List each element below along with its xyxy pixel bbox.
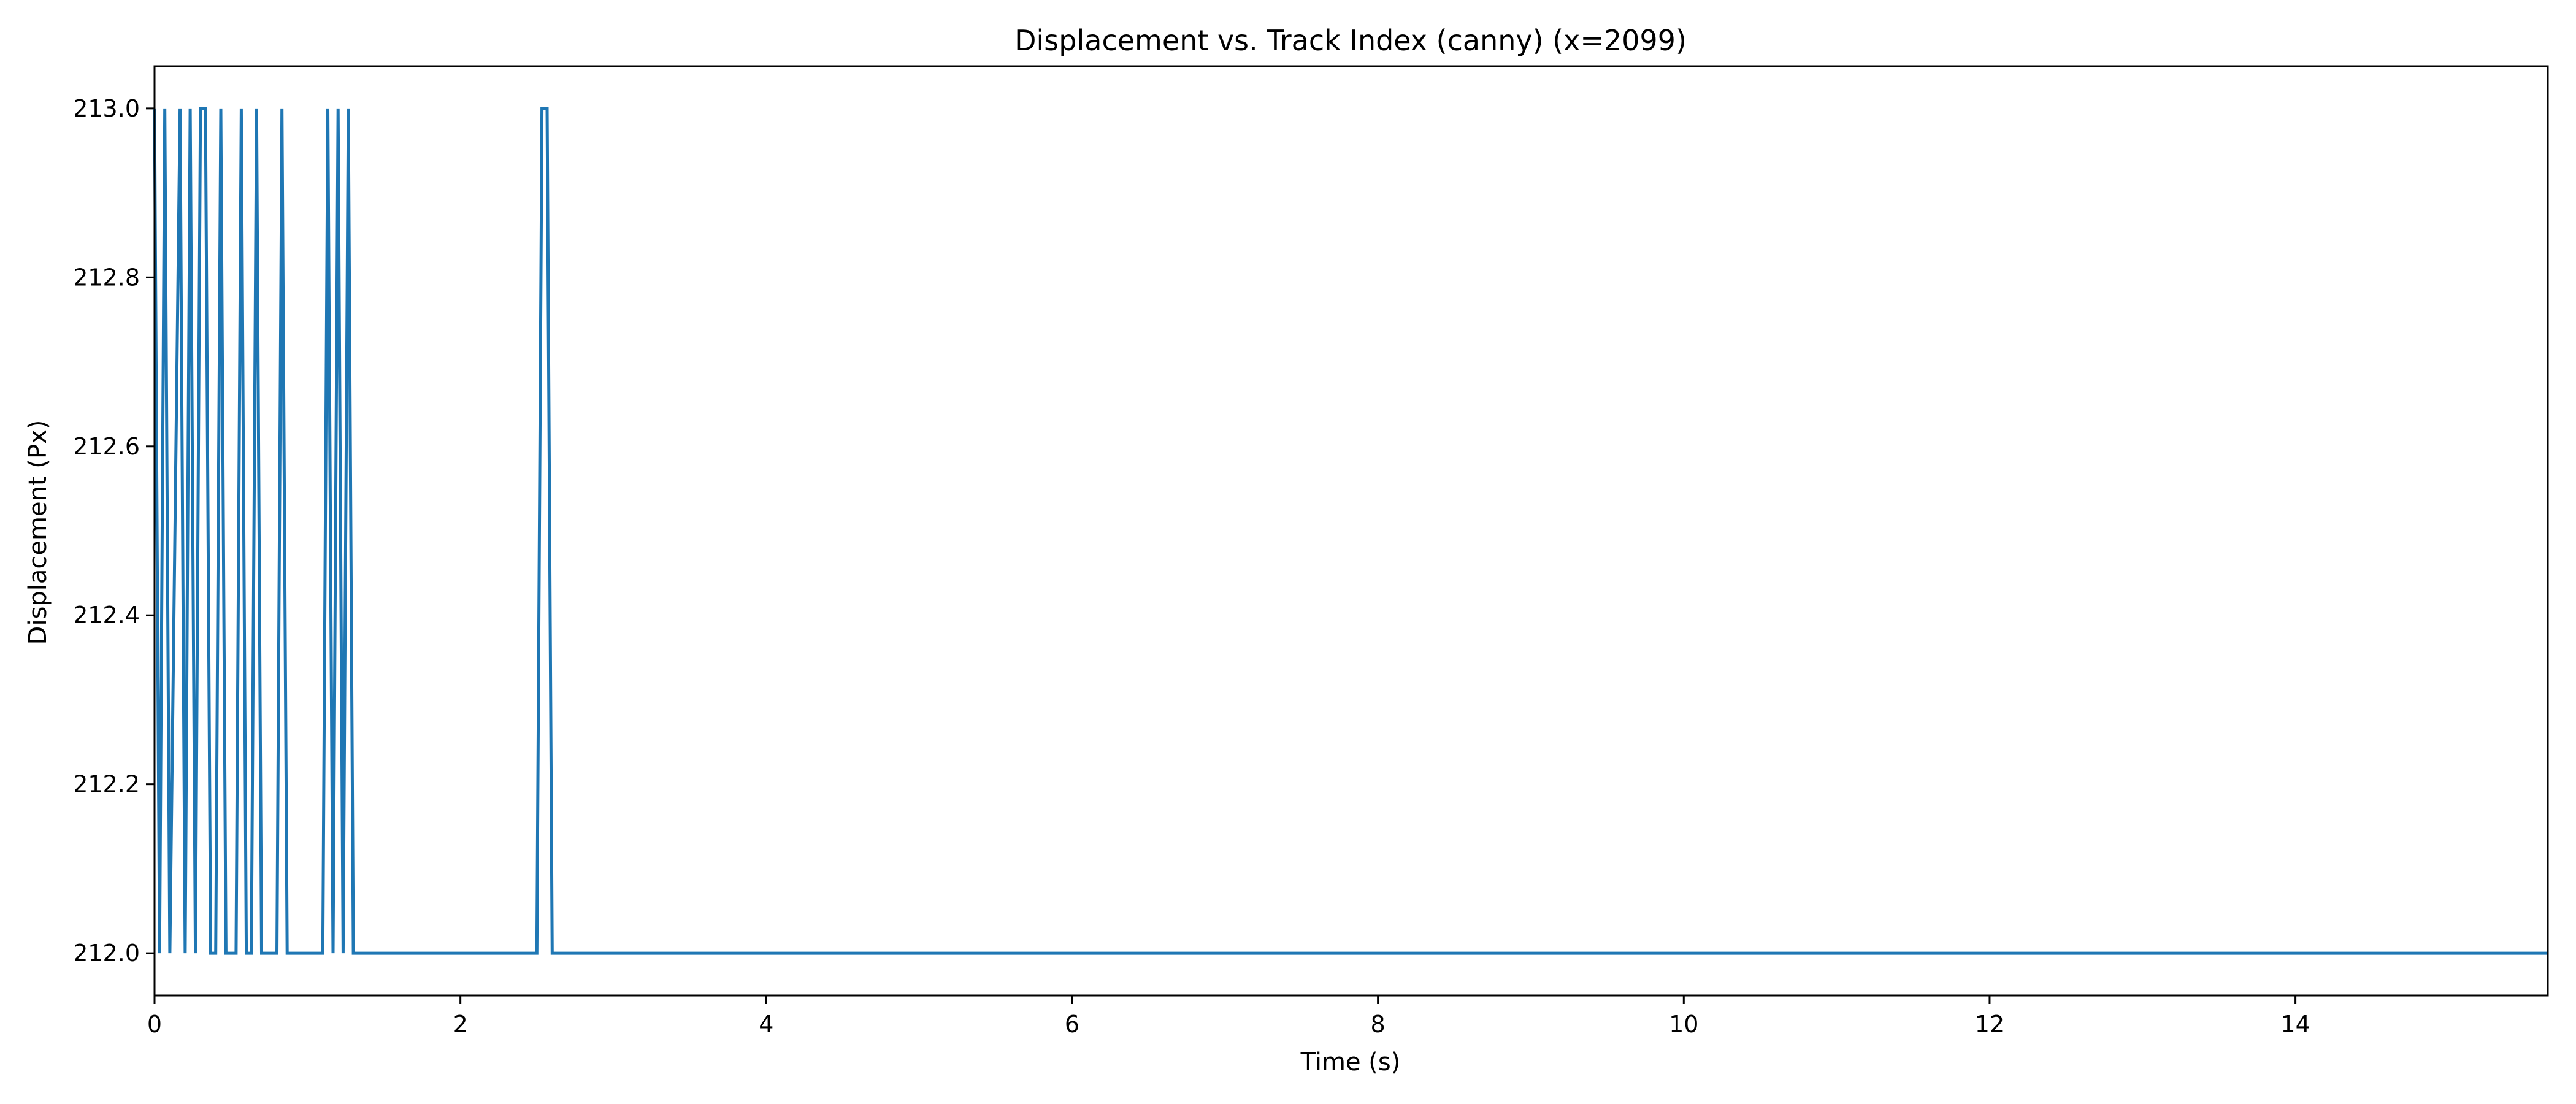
y-axis-ticks: 212.0 212.2 212.4 212.6 212.8 213.0	[73, 95, 155, 967]
y-tick-label: 212.0	[73, 940, 140, 967]
x-tick-label: 14	[2280, 1011, 2310, 1038]
y-tick-label: 212.4	[73, 602, 140, 629]
chart-title: Displacement vs. Track Index (canny) (x=…	[1014, 24, 1687, 57]
y-tick-label: 213.0	[73, 95, 140, 122]
x-axis-ticks: 0 2 4 6 8 10 12 14	[147, 995, 2310, 1038]
y-axis-label: Displacement (Px)	[24, 420, 52, 645]
x-axis-label: Time (s)	[1300, 1048, 1401, 1076]
y-tick-label: 212.6	[73, 433, 140, 460]
x-tick-label: 4	[759, 1011, 773, 1038]
plot-area-frame	[153, 65, 2549, 997]
series-line	[153, 107, 2548, 955]
y-tick-label: 212.2	[73, 771, 140, 798]
x-tick-label: 10	[1669, 1011, 1698, 1038]
y-tick-label: 212.8	[73, 264, 140, 291]
x-tick-label: 2	[453, 1011, 468, 1038]
x-tick-label: 12	[1975, 1011, 2004, 1038]
x-tick-label: 8	[1371, 1011, 1386, 1038]
x-tick-label: 0	[147, 1011, 162, 1038]
x-tick-label: 6	[1065, 1011, 1079, 1038]
